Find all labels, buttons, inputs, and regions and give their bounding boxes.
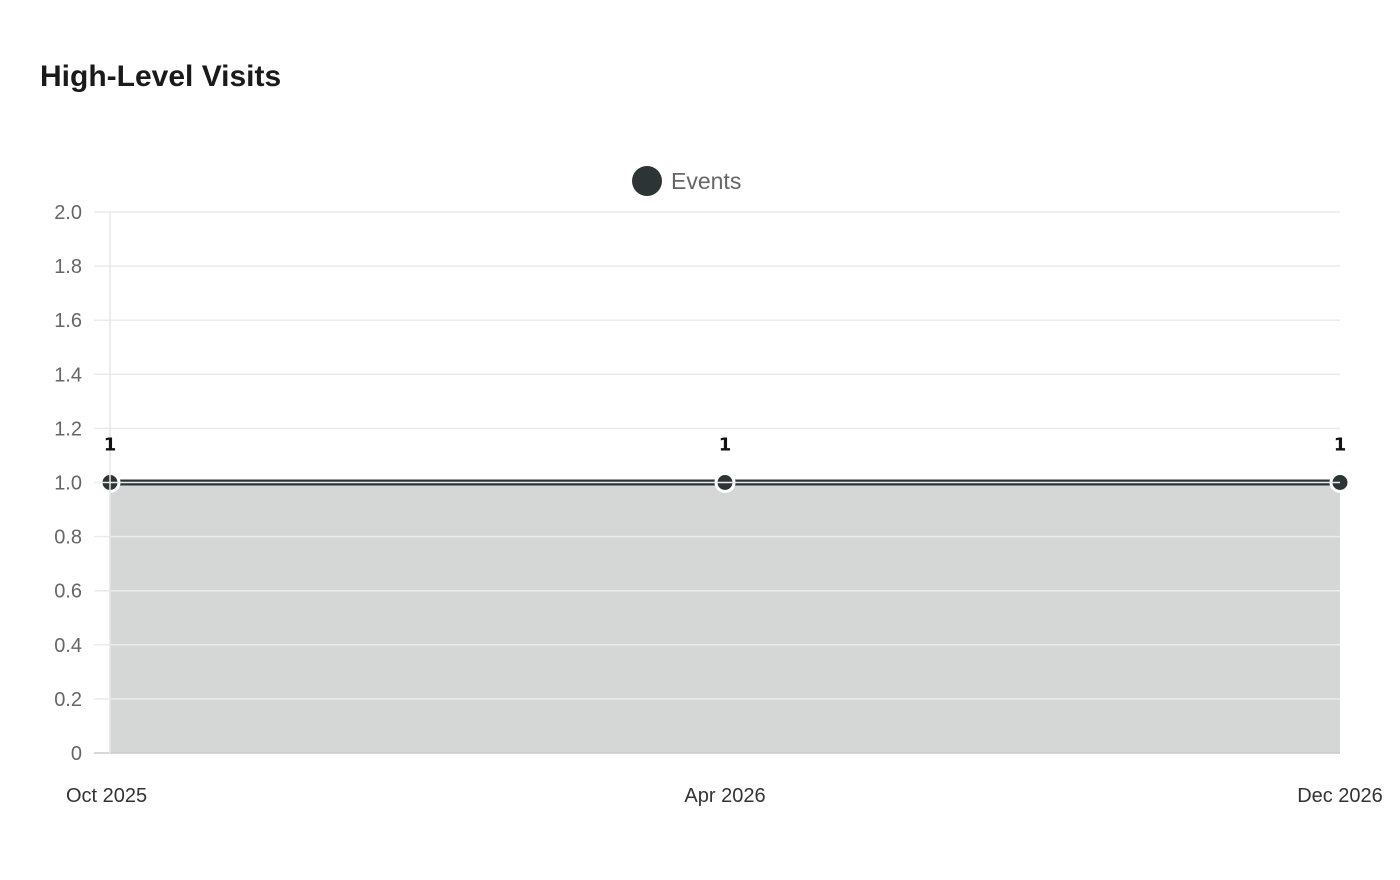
y-tick-label: 1.6 [54,310,82,332]
data-label: 1 [104,435,117,456]
data-label: 1 [1334,435,1347,456]
y-tick-label: 1.4 [54,364,82,386]
y-tick-label: 0.6 [54,581,82,603]
legend-marker-icon [632,166,662,196]
x-tick-label: Dec 2026 [1297,785,1383,807]
x-axis: Oct 2025 Apr 2026 Dec 2026 [66,785,1383,807]
y-tick-label: 1.2 [54,418,82,440]
chart-title: High-Level Visits [40,60,282,93]
legend-label[interactable]: Events [671,168,741,194]
y-tick-label: 2.0 [54,202,82,224]
x-tick-label: Oct 2025 [66,785,147,807]
y-tick-label: 0 [71,743,82,765]
data-labels: 1 1 1 [104,435,1347,456]
y-tick-label: 1.8 [54,256,82,278]
y-tick-label: 1.0 [54,473,82,495]
area-fill [110,482,1340,753]
legend[interactable]: Events [632,166,741,196]
series-events [99,472,1351,753]
y-tick-label: 0.8 [54,527,82,549]
y-tick-label: 0.2 [54,689,82,711]
x-tick-label: Apr 2026 [684,785,765,807]
y-tick-label: 0.4 [54,635,82,657]
y-axis: 0 0.2 0.4 0.6 0.8 1.0 1.2 1.4 1.6 1.8 2.0 [54,202,82,765]
gridlines [94,211,1340,754]
data-label: 1 [719,435,732,456]
